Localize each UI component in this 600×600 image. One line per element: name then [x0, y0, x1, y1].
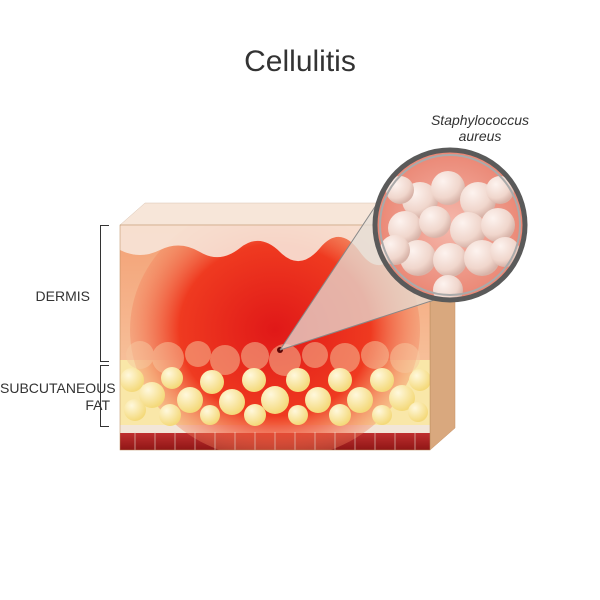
diagram-container: Cellulitis DERMIS SUBCUTANEOUS FAT Staph…: [0, 0, 600, 600]
skin-cross-section: [0, 0, 600, 600]
magnifier-zoom: [375, 150, 525, 305]
